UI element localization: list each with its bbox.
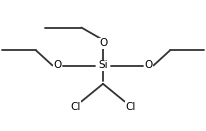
Text: O: O <box>54 61 62 70</box>
Text: O: O <box>99 38 107 48</box>
Text: O: O <box>144 61 152 70</box>
Text: Cl: Cl <box>70 102 80 112</box>
Text: Si: Si <box>98 61 108 70</box>
Text: Cl: Cl <box>126 102 136 112</box>
